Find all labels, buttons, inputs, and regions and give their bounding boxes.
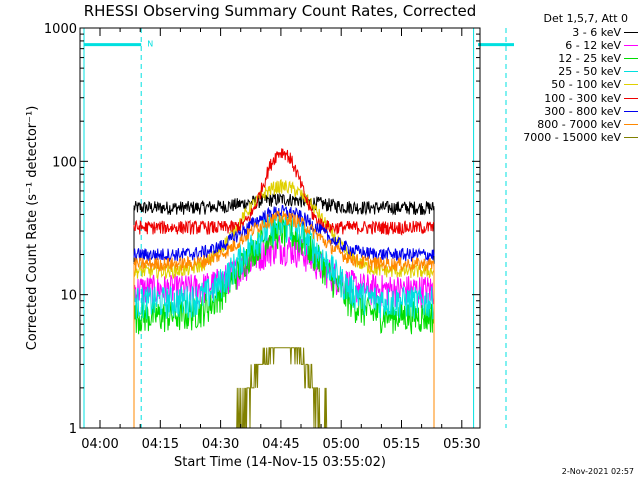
legend-item: 800 - 7000 keV <box>482 118 638 131</box>
x-tick-label: 04:15 <box>142 437 179 452</box>
legend-item-label: 25 - 50 keV <box>558 65 621 79</box>
series-line <box>133 211 435 320</box>
x-tick-label: 04:00 <box>81 437 118 452</box>
night-marker-label: N <box>147 40 153 49</box>
legend-item-label: 50 - 100 keV <box>551 78 621 92</box>
legend-item-label: 6 - 12 keV <box>565 39 621 53</box>
series-line <box>133 204 435 263</box>
x-tick-label: 04:30 <box>202 437 239 452</box>
chart-legend: Det 1,5,7, Att 0 3 - 6 keV 6 - 12 keV 12 -… <box>482 12 640 144</box>
legend-swatch <box>624 71 638 73</box>
y-tick-label: 1000 <box>44 22 77 37</box>
footer-date: 2-Nov-2021 02:57 <box>561 467 634 476</box>
legend-swatch <box>624 97 638 99</box>
series-line <box>133 235 435 309</box>
legend-item-label: 800 - 7000 keV <box>537 117 621 131</box>
x-tick-label: 05:00 <box>322 437 359 452</box>
series-line <box>133 210 435 273</box>
y-tick-label: 1 <box>69 422 77 437</box>
series-line <box>133 192 435 216</box>
legend-item: 50 - 100 keV <box>482 78 638 91</box>
x-axis-label: Start Time (14-Nov-15 03:55:02) <box>174 455 386 470</box>
legend-swatch <box>624 123 638 125</box>
x-tick-label: 05:30 <box>443 437 480 452</box>
y-axis-label: Corrected Count Rate (s⁻¹ detector⁻¹) <box>25 106 40 351</box>
legend-item-label: 3 - 6 keV <box>572 26 621 40</box>
legend-swatch <box>624 58 638 60</box>
legend-item-label: 7000 - 15000 keV <box>523 130 621 144</box>
legend-swatch <box>624 45 638 47</box>
legend-item: 3 - 6 keV <box>482 26 638 39</box>
plot-frame <box>79 27 481 429</box>
legend-item-label: 12 - 25 keV <box>558 52 621 66</box>
x-tick-label: 04:45 <box>262 437 299 452</box>
legend-item: 100 - 300 keV <box>482 91 638 105</box>
legend-swatch <box>624 84 638 86</box>
legend-item: 7000 - 15000 keV <box>482 131 638 144</box>
legend-item: 25 - 50 keV <box>482 65 638 78</box>
legend-item-label: 100 - 300 keV <box>544 91 621 105</box>
legend-swatch <box>624 136 638 138</box>
series-line <box>134 347 434 429</box>
legend-item: 6 - 12 keV <box>482 39 638 52</box>
series-line <box>133 148 435 236</box>
y-tick-label: 100 <box>52 155 77 170</box>
legend-swatch <box>624 32 638 34</box>
legend-item: 300 - 800 keV <box>482 105 638 118</box>
legend-item-label: 300 - 800 keV <box>544 104 621 118</box>
legend-item: 12 - 25 keV <box>482 52 638 65</box>
chart-title: RHESSI Observing Summary Count Rates, Co… <box>84 2 477 20</box>
y-tick-label: 10 <box>60 289 77 304</box>
x-tick-label: 05:15 <box>383 437 420 452</box>
legend-swatch <box>624 110 638 112</box>
legend-title: Det 1,5,7, Att 0 <box>543 12 628 25</box>
